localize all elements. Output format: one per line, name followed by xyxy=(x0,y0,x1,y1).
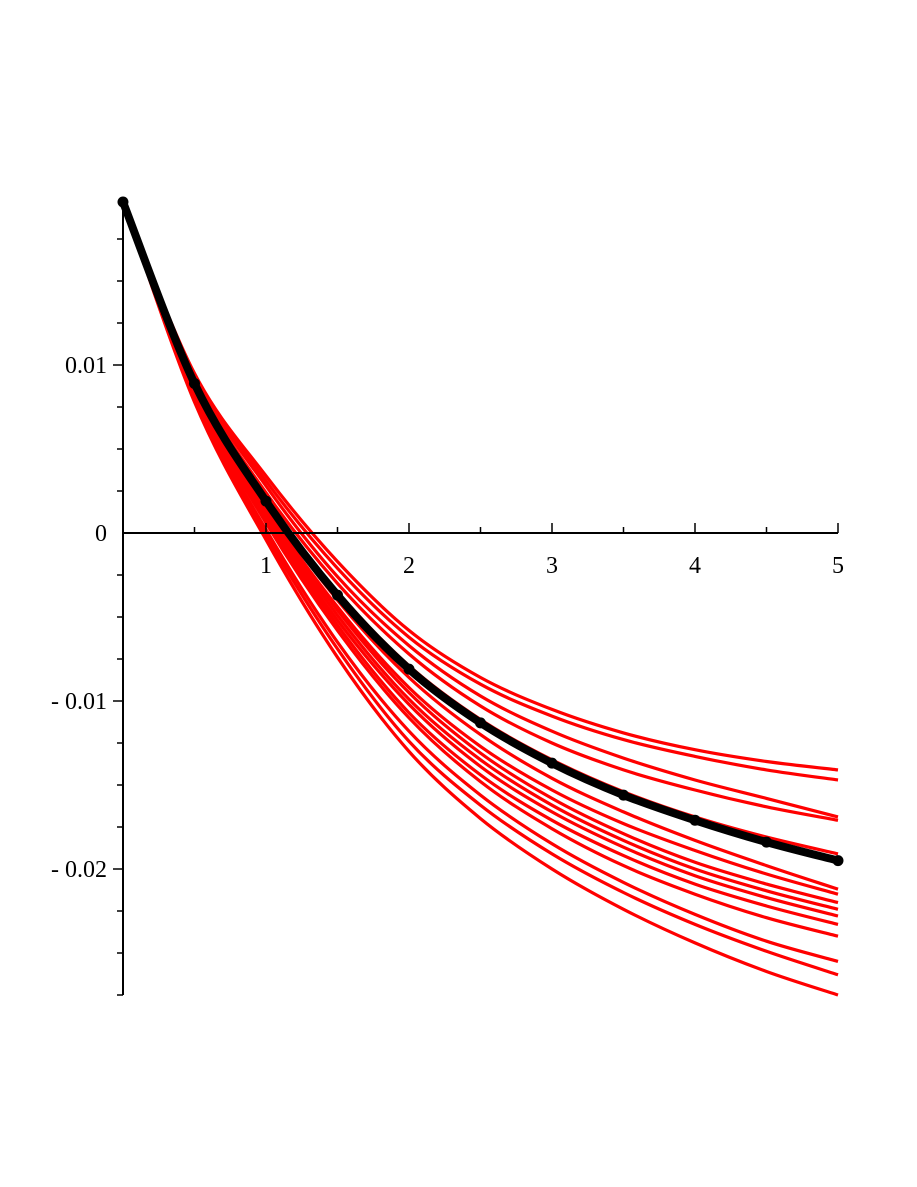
series-layer xyxy=(117,196,844,997)
x-tick-label: 1 xyxy=(260,553,272,579)
axes-layer xyxy=(113,198,839,996)
reference-series-point xyxy=(189,377,200,389)
sample-series-line xyxy=(121,201,839,963)
x-tick-label: 2 xyxy=(403,553,415,579)
x-tick-label: 3 xyxy=(546,553,558,579)
reference-series-point xyxy=(260,495,272,507)
sample-series-line xyxy=(121,201,839,819)
y-tick-label: 0.01 xyxy=(65,353,107,379)
sample-series-line xyxy=(121,201,839,891)
y-tick-label: - 0.02 xyxy=(51,857,107,883)
reference-series-point xyxy=(403,663,415,675)
reference-series-point xyxy=(832,855,844,867)
reference-series-point xyxy=(761,836,772,848)
sample-series-line xyxy=(121,201,839,977)
y-tick-label: - 0.01 xyxy=(51,689,107,715)
reference-series-point xyxy=(689,814,701,826)
x-tick-label: 5 xyxy=(832,553,844,579)
sample-series-line xyxy=(121,201,839,938)
y-tick-label: 0 xyxy=(95,521,107,547)
x-tick-label: 4 xyxy=(689,553,701,579)
sample-series-line xyxy=(121,201,839,782)
sample-series-line xyxy=(121,201,839,926)
reference-series-point xyxy=(546,757,558,769)
reference-series-point xyxy=(618,789,629,801)
reference-series-point xyxy=(475,717,486,729)
tick-layer: 1 2 3 4 5 0.01 0 - 0.01 - 0.02 xyxy=(51,353,844,883)
sample-series-line xyxy=(121,201,839,997)
reference-series-point xyxy=(332,589,343,601)
sample-series-line xyxy=(121,201,839,918)
